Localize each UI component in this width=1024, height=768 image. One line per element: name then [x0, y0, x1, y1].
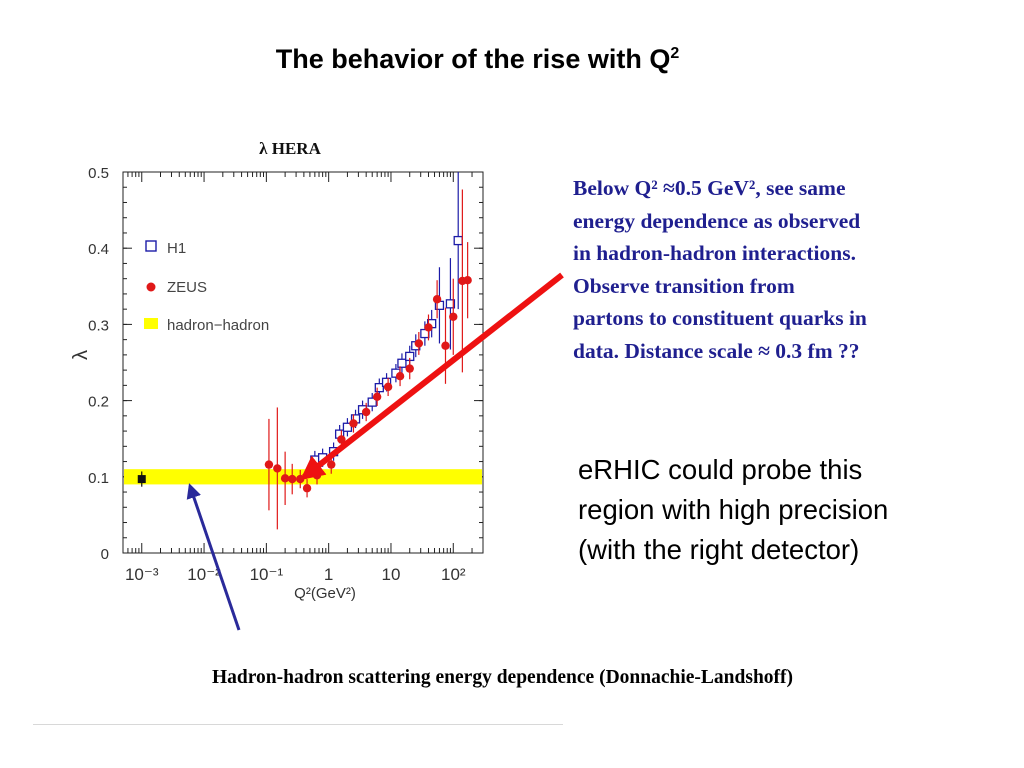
- zeus-point: [441, 341, 450, 350]
- y-tick-label: 0.3: [88, 317, 109, 334]
- erhic-line: (with the right detector): [578, 534, 860, 565]
- zeus-point: [463, 276, 472, 285]
- note-line: data. Distance scale ≈ 0.3 fm ??: [573, 338, 860, 363]
- x-tick-label: 10⁻³: [125, 565, 159, 584]
- y-tick-label: 0.1: [88, 470, 109, 487]
- zeus-point: [288, 474, 297, 484]
- h1-point: [342, 422, 353, 432]
- zeus-point: [273, 464, 282, 473]
- y-tick-label: 0.5: [88, 165, 109, 182]
- y-axis-label: λ: [70, 350, 92, 360]
- transition-note: Below Q² ≈0.5 GeV², see same energy depe…: [573, 172, 973, 367]
- chart-title: λ HERA: [259, 139, 321, 158]
- zeus-point: [361, 407, 371, 417]
- zeus-point: [302, 484, 312, 493]
- zeus-point: [280, 474, 290, 483]
- zeus-point: [414, 339, 424, 348]
- legend-h1-label: H1: [167, 240, 186, 257]
- zeus-point: [372, 392, 382, 401]
- zeus-point: [424, 323, 433, 332]
- zeus-point: [264, 460, 274, 469]
- zeus-point: [337, 435, 346, 444]
- erhic-line: eRHIC could probe this: [578, 454, 863, 485]
- legend-zeus-label: ZEUS: [167, 279, 207, 296]
- footer-divider: [33, 724, 563, 725]
- x-tick-label: 10: [382, 565, 401, 584]
- zeus-point: [383, 382, 393, 392]
- y-tick-label: 0.4: [88, 241, 109, 258]
- legend-band-label: hadron−hadron: [167, 317, 269, 334]
- h1-point: [453, 235, 463, 246]
- erhic-line: region with high precision: [578, 494, 889, 525]
- x-tick-label: 10⁻¹: [250, 565, 284, 584]
- legend-band-marker: [144, 318, 158, 329]
- hadron-point-marker: [137, 475, 146, 484]
- slide-title-main: The behavior of the rise with Q: [275, 44, 671, 74]
- x-axis-label: Q²(GeV²): [294, 585, 356, 602]
- x-tick-label: 1: [324, 565, 333, 584]
- plot-frame: [122, 171, 484, 554]
- h1-point: [374, 382, 384, 393]
- note-line: partons to constituent quarks in: [573, 306, 867, 330]
- x-tick-label: 10²: [441, 565, 466, 584]
- h1-point: [397, 358, 407, 368]
- y-tick-label: 0.2: [88, 394, 109, 411]
- legend-h1-marker: [145, 240, 157, 252]
- zeus-point: [395, 372, 405, 381]
- slide-title: The behavior of the rise with Q2: [0, 44, 955, 75]
- h1-point: [367, 397, 377, 407]
- zeus-point: [405, 364, 414, 373]
- note-line: Observe transition from: [573, 273, 795, 298]
- note-line: in hadron-hadron interactions.: [573, 241, 856, 265]
- zeus-point: [349, 419, 358, 428]
- h1-point: [445, 299, 456, 309]
- zeus-point: [296, 474, 305, 484]
- zeus-point: [327, 460, 336, 469]
- figure-caption: Hadron-hadron scattering energy dependen…: [211, 667, 794, 688]
- red-annotation-arrow: [300, 272, 564, 480]
- erhic-note: eRHIC could probe this region with high …: [578, 450, 998, 570]
- y-tick-label: 0: [101, 546, 109, 563]
- blue-annotation-arrow: [186, 483, 241, 631]
- x-tick-label: 10⁻²: [187, 565, 221, 584]
- note-line: Below Q² ≈0.5 GeV², see same: [573, 176, 846, 200]
- zeus-point: [449, 312, 458, 321]
- note-line: energy dependence as observed: [573, 208, 861, 233]
- slide-title-superscript: 2: [670, 45, 680, 62]
- legend-zeus-marker: [146, 282, 156, 292]
- zeus-point: [432, 295, 442, 304]
